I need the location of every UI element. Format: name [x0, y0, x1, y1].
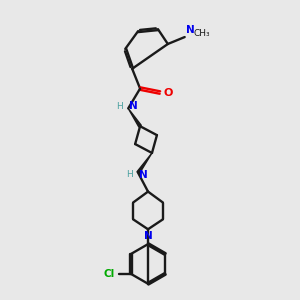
Polygon shape — [137, 153, 152, 174]
Text: H: H — [126, 170, 133, 179]
Text: H: H — [116, 102, 123, 111]
Text: N: N — [139, 170, 148, 180]
Text: N: N — [129, 101, 138, 111]
Text: O: O — [164, 88, 173, 98]
Text: N: N — [144, 231, 152, 241]
Text: CH₃: CH₃ — [194, 28, 210, 38]
Polygon shape — [128, 108, 141, 127]
Text: N: N — [186, 25, 194, 35]
Text: Cl: Cl — [104, 269, 115, 279]
